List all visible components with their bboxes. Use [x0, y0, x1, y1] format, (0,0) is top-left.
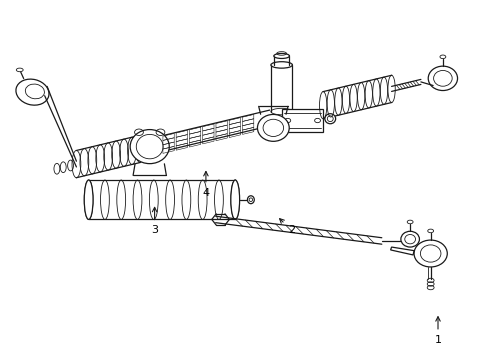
- Text: 2: 2: [280, 219, 295, 235]
- Polygon shape: [282, 109, 323, 132]
- Ellipse shape: [274, 53, 290, 58]
- Ellipse shape: [130, 130, 169, 164]
- Text: 4: 4: [202, 171, 209, 198]
- Text: 3: 3: [151, 207, 158, 235]
- Polygon shape: [391, 247, 414, 255]
- Ellipse shape: [84, 180, 93, 220]
- Ellipse shape: [231, 180, 240, 220]
- Ellipse shape: [16, 79, 49, 105]
- Ellipse shape: [428, 66, 458, 90]
- Ellipse shape: [257, 114, 289, 141]
- Ellipse shape: [247, 196, 254, 204]
- Ellipse shape: [325, 114, 336, 124]
- Text: 1: 1: [435, 317, 441, 345]
- Ellipse shape: [271, 62, 293, 68]
- Ellipse shape: [414, 240, 447, 267]
- Ellipse shape: [401, 231, 419, 247]
